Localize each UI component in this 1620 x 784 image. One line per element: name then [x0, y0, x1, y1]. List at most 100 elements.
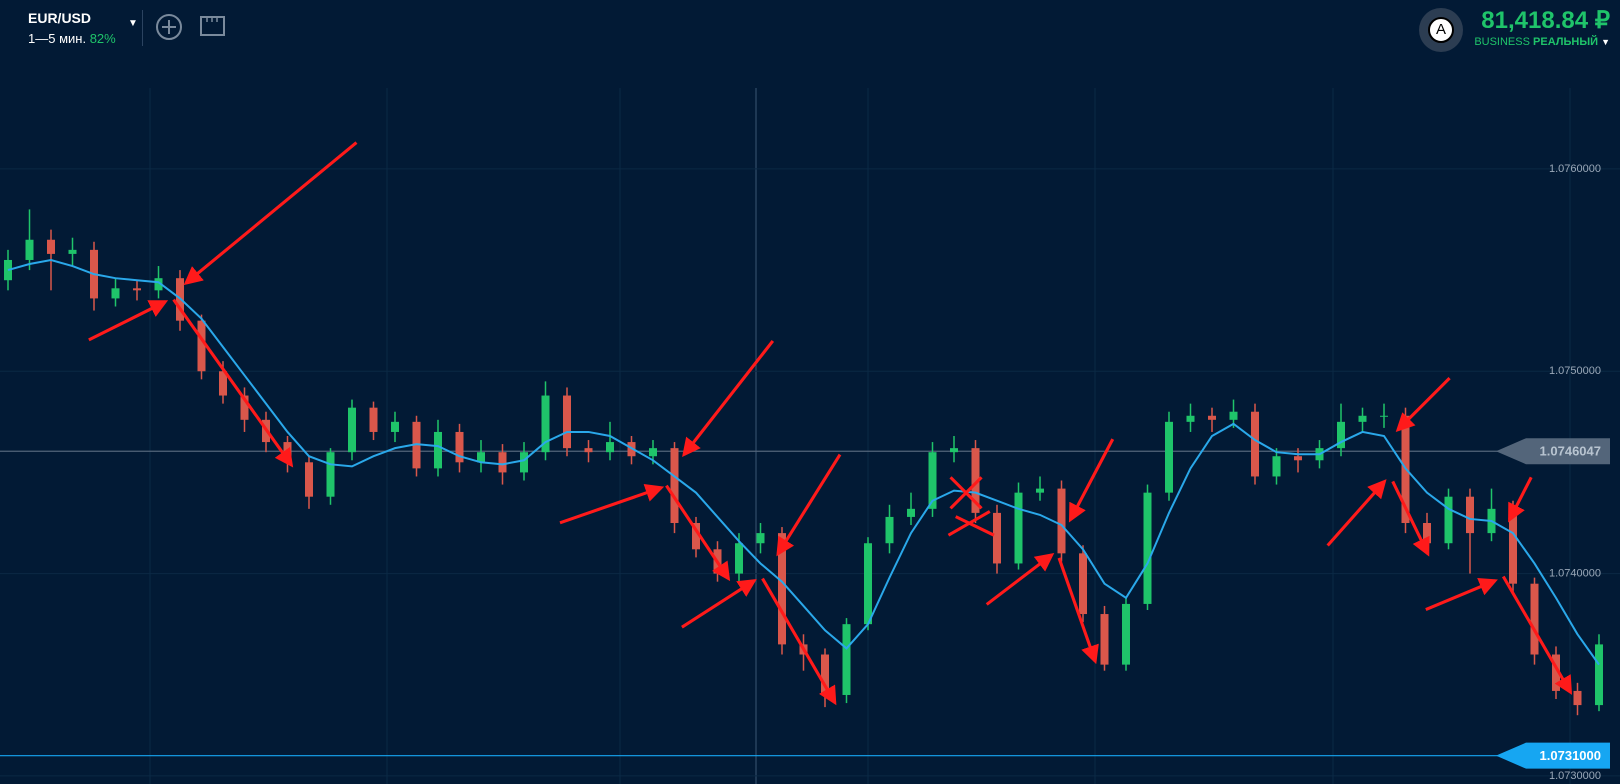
candle-body [154, 278, 163, 291]
arrow [88, 300, 169, 342]
account-dropdown[interactable]: ▼ [1601, 37, 1610, 47]
candle-body [1337, 421, 1345, 449]
candle-body [1079, 553, 1087, 615]
candle-body [563, 395, 571, 449]
candle-body [864, 543, 872, 625]
arrow [1508, 476, 1533, 523]
candle-body [391, 421, 399, 432]
candle-body [1573, 690, 1582, 706]
y-tick-label: 1.0730000 [1549, 770, 1601, 782]
cross-mark [955, 515, 995, 537]
candle-body [584, 448, 593, 453]
arrow [1326, 479, 1387, 547]
arrow [665, 484, 731, 582]
account-type: BUSINESS [1474, 36, 1530, 48]
candle-body [1380, 415, 1388, 417]
arrow [1391, 480, 1430, 557]
candle-body [670, 448, 679, 523]
balance: 81,418.84 ₽ [1481, 7, 1610, 34]
candle-body [1143, 492, 1152, 604]
candle-body [1294, 456, 1302, 461]
candle-body [1423, 523, 1431, 544]
candle-body [1165, 421, 1173, 493]
candle-body [1208, 415, 1216, 420]
arrow [761, 577, 837, 706]
annotation-arrows [88, 141, 1573, 706]
candle-body [4, 259, 12, 281]
candle-body [305, 462, 313, 497]
candle-body [606, 442, 614, 453]
candle-body [434, 431, 442, 469]
candle-body [1122, 603, 1130, 665]
arrow [172, 298, 294, 468]
candle-body [326, 452, 335, 497]
candle-body [1251, 411, 1259, 477]
candle-body [692, 523, 700, 550]
top-bar: EUR/USD ▼ 1—5 мин. 82% A 81,418.84 ₽ BUS… [0, 0, 1620, 62]
divider [142, 10, 143, 46]
arrow [985, 552, 1055, 606]
candle-body [1530, 583, 1539, 655]
arrow [1057, 557, 1099, 665]
horizontal-grid [0, 168, 1620, 777]
candle-body [971, 448, 980, 513]
candle-body [47, 239, 55, 254]
timeframe: 1—5 мин. [28, 31, 87, 46]
candle-body [1595, 644, 1603, 706]
arrow [776, 453, 842, 557]
candle-body [1100, 614, 1109, 665]
arrow [681, 578, 757, 629]
candle-body [369, 407, 378, 432]
candle-body [842, 624, 851, 695]
arrow [682, 340, 775, 458]
candle-body [735, 543, 743, 574]
candle-body [1229, 411, 1238, 420]
ma-line [7, 258, 1600, 666]
candle-body [1186, 415, 1195, 422]
arrow [559, 483, 665, 525]
y-tick-label: 1.0750000 [1549, 365, 1601, 377]
add-chart-button[interactable] [155, 13, 183, 41]
avatar: A [1428, 17, 1454, 43]
payout: 82% [89, 31, 116, 46]
asset-symbol[interactable]: EUR/USD [28, 10, 92, 26]
candle-body [1036, 488, 1044, 493]
candle-body [477, 452, 485, 463]
candle-body [756, 533, 765, 544]
vertical-grid [149, 88, 1571, 784]
candle-body [907, 508, 915, 517]
candle-body [455, 431, 464, 463]
candle-body [1466, 496, 1474, 534]
layout-button[interactable] [200, 15, 226, 37]
candle-body [1444, 496, 1453, 544]
y-tick-label: 1.0740000 [1549, 567, 1601, 579]
candle-body [993, 512, 1001, 564]
arrow [1501, 575, 1573, 695]
avatar-ring[interactable]: A [1419, 8, 1463, 52]
y-tick-label: 1.0760000 [1549, 163, 1601, 175]
price-marker [1496, 742, 1610, 769]
price-marker-label: 1.0731000 [1540, 748, 1601, 763]
candle-body [197, 320, 206, 372]
candle-body [240, 395, 249, 420]
candle-body [885, 516, 894, 544]
account-mode: РЕАЛЬНЫЙ [1533, 36, 1599, 48]
candle-body [541, 395, 550, 453]
candles [4, 209, 1603, 716]
candle-body [928, 452, 937, 509]
price-axis: 1.0730000 1.0740000 1.0750000 1.0760000 1.07… [1496, 163, 1610, 782]
account-selector[interactable]: BUSINESS РЕАЛЬНЫЙ ▼ [1474, 36, 1610, 48]
candle-body [68, 249, 77, 254]
price-marker [1496, 438, 1610, 465]
price-lines [0, 450, 1500, 757]
candle-body [520, 452, 528, 473]
candle-body [25, 239, 34, 260]
candle-body [498, 452, 507, 473]
candle-body [133, 288, 141, 291]
asset-dropdown[interactable]: ▼ [128, 18, 138, 29]
arrow [183, 141, 358, 286]
candle-body [778, 533, 786, 645]
candle-body [1014, 492, 1023, 564]
cross-mark [949, 476, 983, 510]
